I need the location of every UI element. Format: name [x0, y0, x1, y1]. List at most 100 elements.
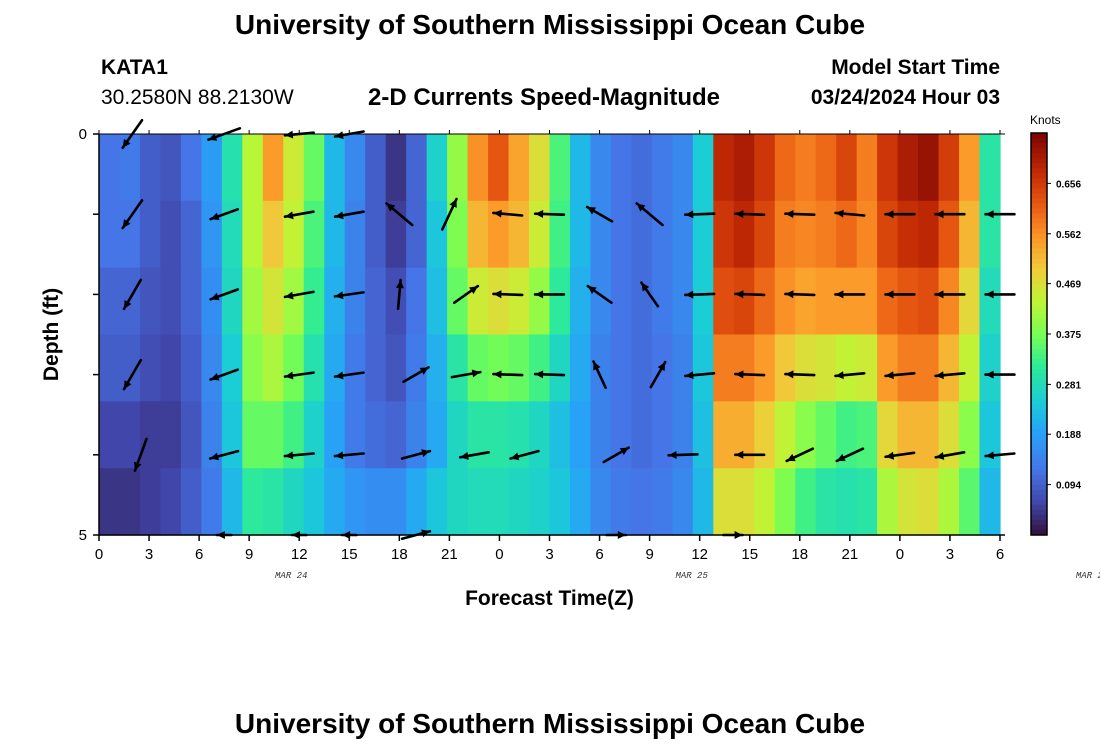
colorbar-segment	[1031, 318, 1047, 325]
heatmap-cell	[529, 401, 551, 469]
vector-head	[785, 370, 794, 379]
heatmap-cell	[631, 134, 653, 202]
vector-head	[124, 380, 132, 390]
current-vector	[333, 210, 365, 220]
heatmap-cell	[344, 267, 366, 336]
colorbar-segment	[1031, 168, 1047, 174]
heatmap-cell	[815, 468, 837, 536]
current-vector	[602, 446, 631, 464]
heatmap-cell	[631, 468, 653, 536]
heatmap-cell	[979, 134, 1001, 202]
heatmap-cell	[385, 334, 407, 402]
heatmap-cell	[918, 468, 940, 536]
heatmap-cell	[529, 134, 551, 202]
heatmap-cell	[610, 468, 633, 536]
vector-head	[587, 286, 597, 294]
heatmap-cell	[651, 267, 673, 336]
colorbar-segment	[1031, 133, 1047, 139]
heatmap-cell	[815, 267, 837, 336]
heatmap-cell	[713, 468, 735, 536]
heatmap-cell	[508, 267, 530, 336]
colorbar-segment	[1031, 459, 1047, 466]
vector-head	[284, 451, 294, 460]
current-vector	[492, 370, 524, 379]
heatmap-cell	[815, 200, 837, 269]
vector-head	[122, 219, 131, 228]
vector-head	[510, 452, 520, 461]
heatmap-cell	[160, 200, 182, 269]
heatmap-cell	[385, 267, 407, 336]
vector-head	[885, 210, 894, 219]
current-vector	[834, 209, 866, 218]
heatmap-cell	[262, 267, 284, 336]
colorbar-segment	[1031, 484, 1047, 491]
current-vector	[450, 369, 482, 379]
vector-head	[985, 370, 994, 379]
x-axis-title: Forecast Time(Z)	[465, 587, 634, 610]
heatmap-cells	[99, 134, 1001, 536]
heatmap-cell	[918, 134, 940, 202]
colorbar-segment	[1031, 389, 1047, 395]
current-vector	[333, 371, 365, 380]
heatmap-cell	[856, 200, 878, 269]
station-id: KATA1	[101, 56, 168, 79]
vector-head	[421, 449, 430, 457]
vector-head	[284, 130, 294, 139]
heatmap-cell	[139, 468, 162, 536]
heatmap-cell	[836, 468, 858, 536]
heatmap-cell	[365, 401, 387, 469]
heatmap-cell	[590, 267, 612, 336]
colorbar-tick-label: 0.094	[1056, 481, 1081, 492]
heatmap-cell	[918, 200, 940, 269]
vector-head	[985, 451, 994, 460]
heatmap-cell	[283, 267, 305, 336]
colorbar-segment	[1031, 519, 1047, 526]
heatmap-cell	[119, 200, 141, 269]
colorbar-tick-label: 0.469	[1056, 280, 1081, 291]
colorbar-segment	[1031, 213, 1047, 219]
current-vector	[402, 366, 430, 384]
x-tick-label: 18	[391, 546, 408, 563]
heatmap-cell	[242, 200, 264, 269]
heatmap-cell	[815, 334, 837, 402]
vector-head	[836, 453, 846, 462]
heatmap-cell	[795, 468, 817, 536]
heatmap-cell	[979, 200, 1001, 269]
x-tick-label: 6	[996, 546, 1004, 563]
vector-head	[641, 282, 650, 292]
vector-head	[285, 371, 294, 380]
current-vector	[509, 449, 540, 461]
heatmap-cell	[754, 468, 776, 536]
heatmap-cell	[426, 267, 448, 336]
heatmap-cell	[201, 334, 223, 402]
heatmap-cell	[959, 267, 981, 336]
model-start-label: Model Start Time	[831, 56, 1000, 79]
vector-head	[685, 371, 694, 380]
heatmap-cell	[488, 200, 510, 269]
current-vector	[283, 371, 315, 380]
vector-head	[935, 452, 945, 460]
current-vector	[385, 202, 414, 227]
vector-head	[469, 286, 478, 294]
colorbar-segment	[1031, 464, 1047, 471]
vector-head	[885, 451, 895, 460]
heatmap-cell	[754, 134, 776, 202]
heatmap-cell	[918, 401, 940, 469]
heatmap-cell	[201, 134, 223, 202]
heatmap-cell	[672, 468, 694, 536]
heatmap-cell	[119, 468, 141, 536]
x-tick-label: 9	[645, 546, 653, 563]
current-vector	[984, 370, 1016, 379]
heatmap-cell	[488, 134, 510, 202]
heatmap-cell	[836, 134, 858, 202]
heatmap-cell	[365, 267, 387, 336]
heatmap-cell	[344, 200, 366, 269]
colorbar-segment	[1031, 313, 1047, 320]
colorbar: 0.094 0.188 0.281 0.375 0.469 0.562 0.656	[1030, 132, 1081, 536]
current-vector	[733, 450, 766, 459]
vector-head	[493, 370, 502, 379]
heatmap-cell	[406, 401, 428, 469]
heatmap-cell	[795, 200, 817, 269]
colorbar-segment	[1031, 238, 1047, 245]
heatmap-cell	[324, 468, 346, 536]
